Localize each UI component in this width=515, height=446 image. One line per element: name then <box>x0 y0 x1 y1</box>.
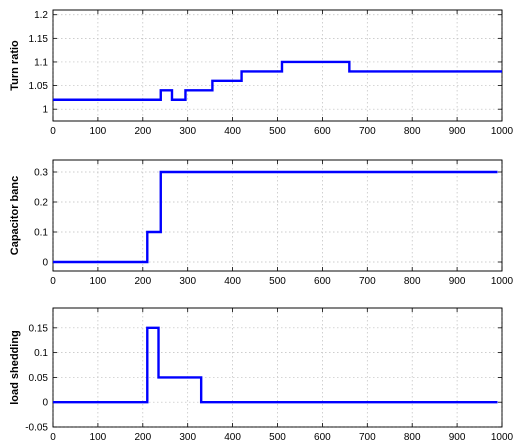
x-tick-label: 300 <box>179 126 196 137</box>
x-tick-label: 300 <box>179 432 196 443</box>
y-tick-label: 0.1 <box>34 348 48 359</box>
y-tick-label: 0.1 <box>34 228 48 239</box>
x-tick-label: 900 <box>449 276 466 287</box>
x-tick-label: 500 <box>269 126 286 137</box>
x-tick-label: 500 <box>269 432 286 443</box>
x-tick-label: 600 <box>314 126 331 137</box>
x-tick-label: 500 <box>269 276 286 287</box>
x-tick-label: 200 <box>134 432 151 443</box>
plot-border <box>52 9 503 122</box>
x-tick-label: 100 <box>90 432 107 443</box>
chart-capacitor-banc: 0 100 200 300 400 500 600 700 800 900 1000 0 0.1 0.2 0… <box>9 159 514 287</box>
x-tick-label: 800 <box>404 432 421 443</box>
y-axis-label: Capacitor banc <box>9 176 21 255</box>
x-tick-label: 700 <box>359 432 376 443</box>
x-tick-label: 1000 <box>491 432 514 443</box>
x-tick-label: 600 <box>314 432 331 443</box>
series-line-turn-ratio <box>53 60 502 101</box>
y-tick-label: 0.2 <box>34 198 48 209</box>
y-tick-label: 0 <box>42 398 48 409</box>
chart-load-shedding: 0 100 200 300 400 500 600 700 800 900 1000-0.0500.… <box>9 307 514 443</box>
y-axis-label: Turn ratio <box>9 40 21 91</box>
y-tick-label: 0.15 <box>29 323 49 334</box>
y-tick-label: 1.15 <box>29 34 49 45</box>
x-tick-label: 100 <box>90 276 107 287</box>
x-tick-label: 1000 <box>491 276 514 287</box>
chart-turn-ratio: 0 100 200 300 400 500 600 700 800 900 1000 1 1.05 1.1… <box>9 9 514 137</box>
x-tick-label: 400 <box>224 432 241 443</box>
y-tick-label: -0.05 <box>25 423 48 434</box>
x-tick-label: 0 <box>50 432 56 443</box>
x-tick-label: 100 <box>90 126 107 137</box>
y-tick-label: 0.3 <box>34 168 48 179</box>
y-tick-label: 0 <box>42 258 48 269</box>
x-tick-label: 200 <box>134 126 151 137</box>
x-tick-label: 0 <box>50 126 56 137</box>
x-tick-label: 700 <box>359 126 376 137</box>
x-tick-label: 200 <box>134 276 151 287</box>
x-tick-label: 1000 <box>491 126 514 137</box>
series-line-load-shedding <box>53 326 498 404</box>
x-tick-label: 600 <box>314 276 331 287</box>
series-line-capacitor-banc <box>53 170 498 264</box>
x-tick-label: 0 <box>50 276 56 287</box>
plot-border <box>52 159 503 272</box>
x-tick-label: 300 <box>179 276 196 287</box>
x-tick-label: 800 <box>404 126 421 137</box>
x-tick-label: 400 <box>224 276 241 287</box>
y-tick-label: 0.05 <box>29 373 49 384</box>
x-tick-label: 400 <box>224 126 241 137</box>
x-tick-label: 900 <box>449 126 466 137</box>
y-axis-label: load shedding <box>9 330 21 405</box>
x-tick-label: 900 <box>449 432 466 443</box>
y-tick-label: 1.2 <box>34 10 48 21</box>
plot-border <box>52 307 503 428</box>
x-tick-label: 700 <box>359 276 376 287</box>
y-tick-label: 1 <box>42 105 48 116</box>
x-tick-label: 800 <box>404 276 421 287</box>
y-tick-label: 1.1 <box>34 57 48 68</box>
y-tick-label: 1.05 <box>29 81 49 92</box>
